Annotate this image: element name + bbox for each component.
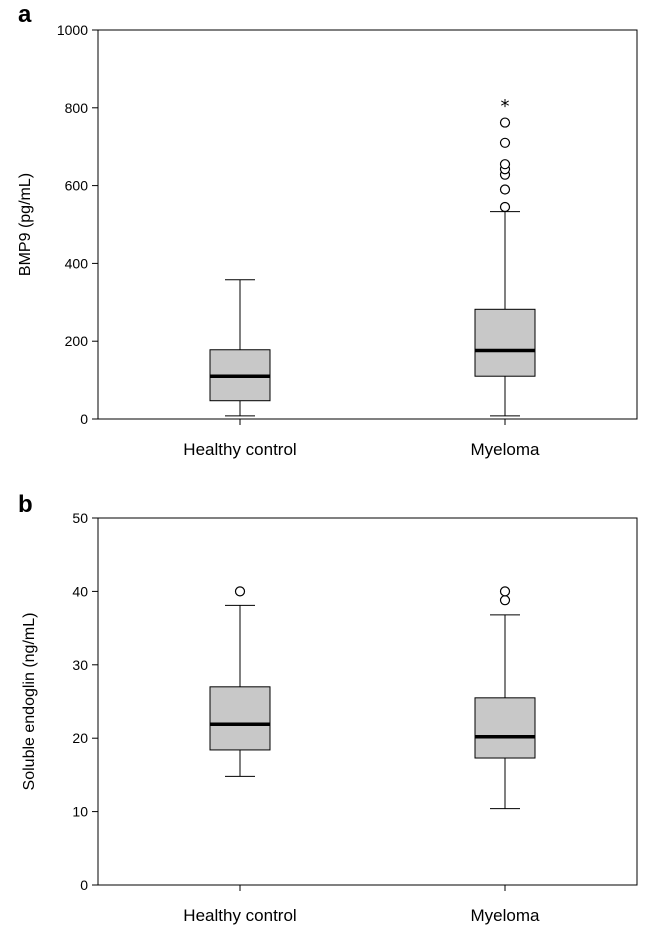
- iqr-box: [474, 308, 536, 377]
- outlier-point: [234, 586, 246, 597]
- y-tick-label: 400: [65, 255, 89, 271]
- outlier-point: [499, 586, 511, 597]
- x-category-label: Healthy control: [183, 440, 296, 459]
- outlier-point: [499, 184, 511, 195]
- outlier-point: [499, 117, 511, 128]
- y-tick-label: 20: [72, 730, 88, 746]
- x-category-label: Myeloma: [471, 440, 541, 459]
- panel-a: a 0 200 400 600 800 1000 BMP9 (pg/mL) Healthy co…: [17, 1, 638, 459]
- y-tick-label: 600: [65, 178, 89, 194]
- panel-b: b 0 10 20 30 40 50 Soluble endoglin (ng/mL) Heal…: [18, 491, 638, 925]
- extreme-point: *: [501, 96, 510, 117]
- y-axis-title: BMP9 (pg/mL): [17, 173, 34, 276]
- y-tick-label: 40: [72, 583, 88, 599]
- panel-letter: a: [18, 1, 32, 28]
- box-healthy-control: [209, 586, 271, 777]
- y-tick-label: 0: [80, 411, 88, 427]
- y-axis-title: Soluble endoglin (ng/mL): [21, 613, 38, 791]
- x-category-label: Myeloma: [471, 906, 541, 925]
- y-tick-label: 30: [72, 657, 88, 673]
- y-tick-label: 0: [80, 877, 88, 893]
- y-tick-label: 800: [65, 100, 89, 116]
- outlier-point: [499, 159, 511, 170]
- outlier-point: [499, 137, 511, 148]
- y-tick-label: 1000: [57, 22, 88, 38]
- panel-letter: b: [18, 491, 33, 518]
- iqr-box: [474, 697, 536, 759]
- plot-frame: [97, 29, 638, 420]
- box-myeloma: *: [474, 96, 536, 417]
- outlier-point: [499, 595, 511, 606]
- y-tick-label: 200: [65, 333, 89, 349]
- iqr-box: [209, 686, 271, 751]
- outlier-point: [499, 201, 511, 213]
- plot-frame: [97, 517, 638, 886]
- x-category-label: Healthy control: [183, 906, 296, 925]
- y-tick-label: 10: [72, 804, 88, 820]
- y-tick-label: 50: [72, 510, 88, 526]
- box-healthy-control: [209, 279, 271, 417]
- box-myeloma: [474, 586, 536, 810]
